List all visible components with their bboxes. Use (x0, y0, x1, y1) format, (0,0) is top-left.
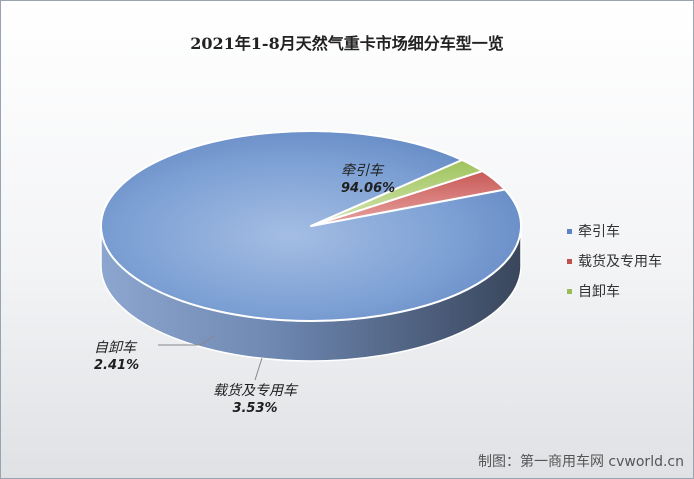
label-zixie-value: 2.41% (94, 358, 140, 373)
label-qianyin-name: 牵引车 (341, 163, 383, 179)
slice-zixie (310, 159, 484, 227)
watermark: 制图：第一商用车网 cvworld.cn (477, 454, 684, 470)
legend-item-zixie: 自卸车 (567, 276, 662, 306)
legend-swatch-qianyin (567, 228, 572, 234)
legend-swatch-zixie (567, 288, 572, 294)
label-qianyin: 牵引车 94.06% (341, 162, 395, 198)
legend-label-zixie: 自卸车 (578, 284, 620, 300)
legend-item-zaihuo: 载货及专用车 (567, 246, 662, 276)
label-zixie-name: 自卸车 (94, 340, 136, 356)
leader-line-zixie (158, 335, 215, 346)
label-zaihuo: 载货及专用车 3.53% (213, 382, 297, 418)
legend: 牵引车 载货及专用车 自卸车 (567, 216, 662, 306)
label-qianyin-value: 94.06% (341, 181, 396, 196)
legend-label-zaihuo: 载货及专用车 (578, 254, 662, 270)
label-zaihuo-name: 载货及专用车 (213, 383, 297, 399)
slice-qianyin (100, 130, 522, 322)
legend-item-qianyin: 牵引车 (567, 216, 662, 246)
leader-line-zaihuo (254, 357, 263, 381)
label-zixie: 自卸车 2.41% (94, 339, 139, 375)
legend-swatch-zaihuo (567, 258, 572, 264)
chart-title: 2021年1-8月天然气重卡市场细分车型一览 (190, 34, 504, 53)
legend-label-qianyin: 牵引车 (578, 224, 620, 240)
label-zaihuo-value: 3.53% (232, 401, 278, 416)
